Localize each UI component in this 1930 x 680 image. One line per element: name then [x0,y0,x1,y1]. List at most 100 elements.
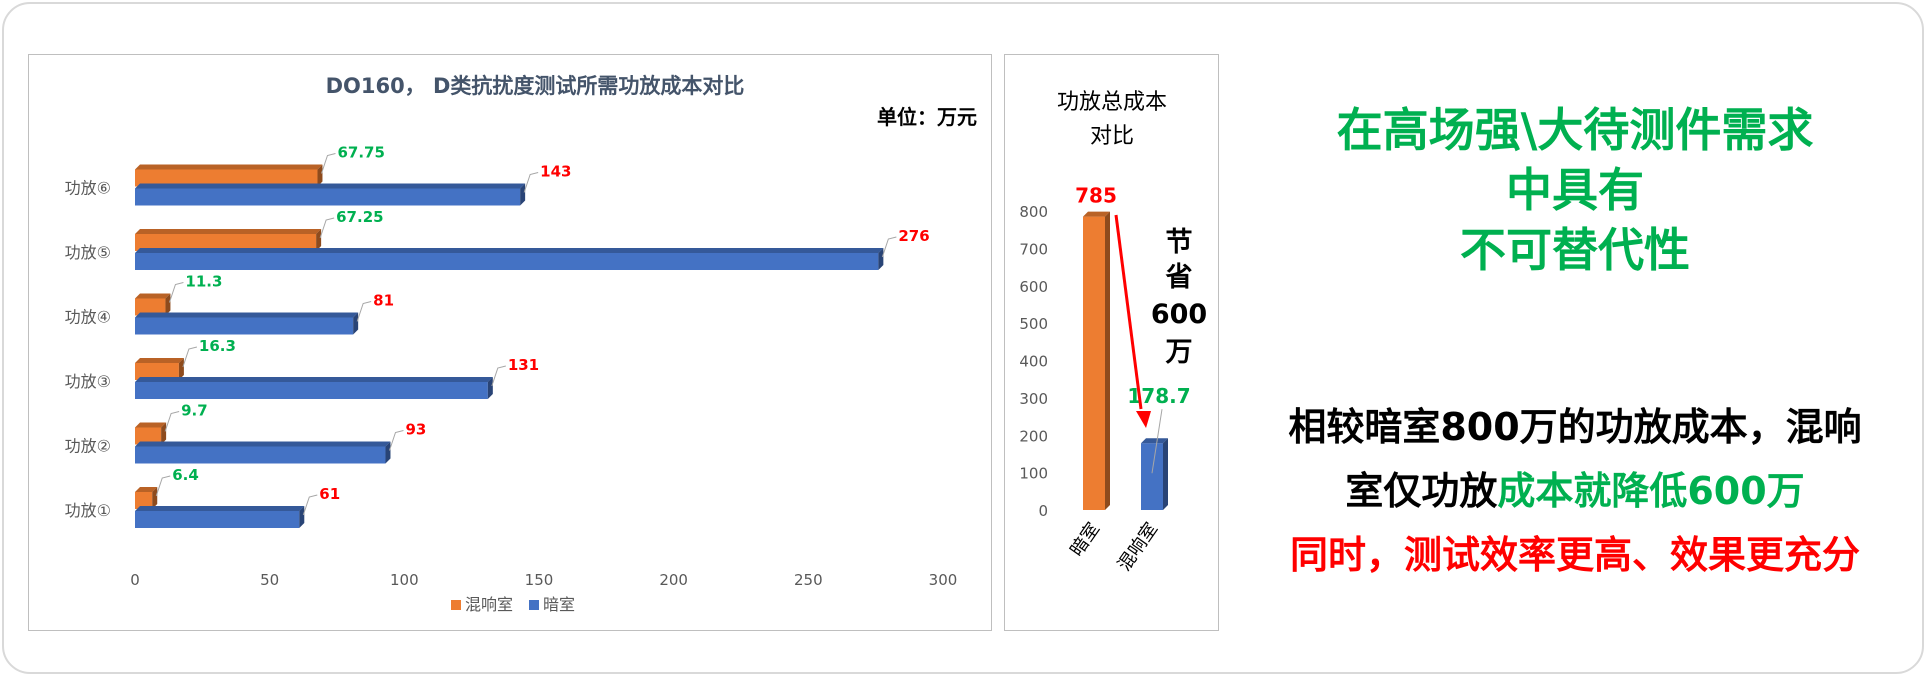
category-labels: 暗室 混响室 [1066,519,1162,575]
data-label-reverb: 9.7 [181,402,208,420]
summary-line-2: 室仅功放成本就降低600万 [1230,459,1920,523]
bar-side [1105,211,1110,510]
category-label: 功放④ [65,308,111,327]
leader-line-anechoic [302,494,318,516]
bar-reverb-top [135,358,184,363]
y-tick-label: 400 [1019,353,1048,371]
summary-line-2-black: 室仅功放 [1345,469,1498,513]
y-tick-label: 200 [1019,427,1048,445]
data-label-anechoic: 143 [540,163,571,181]
leader-line-anechoic [491,365,506,387]
data-label-anechoic: 93 [405,421,426,439]
bar-anechoic [135,506,305,528]
category-label: 功放① [65,501,111,520]
savings-annotation-line: 省 [1166,262,1193,293]
data-label-total: 785 [1075,184,1117,208]
bar-anechoic [135,312,359,335]
data-label-reverb: 67.25 [336,208,383,226]
y-tick-label: 500 [1019,315,1048,333]
bar-anechoic-face [135,511,300,528]
total-cost-bar-chart: 功放总成本 对比 0 100 200 300 400 500 600 700 800 785 17… [1004,54,1219,631]
data-labels: 6.4 61 9.7 93 16.3 131 11.3 81 67.25 276 67.75 143 [155,144,930,516]
y-tick-label: 800 [1019,203,1048,221]
bar-total-1 [1141,438,1168,510]
leader-line-reverb [164,411,180,432]
bar-face [1083,216,1105,510]
bar-reverb-face [135,234,317,251]
category-label: 功放③ [65,372,111,391]
bar-reverb-face [135,298,166,316]
leader-line-anechoic [523,172,539,193]
bar-reverb-side [152,487,158,509]
bar-reverb-side [161,422,167,445]
y-tick-label: 700 [1019,240,1048,258]
y-tick-label: 600 [1019,278,1048,296]
y-tick-label: 300 [1019,390,1048,408]
bar-reverb [135,487,158,509]
bar-reverb-face [135,492,153,509]
bar-top [1141,438,1168,444]
bar-anechoic-face [135,188,521,206]
x-tick-label: 0 [130,571,140,589]
category-label: 功放⑥ [65,179,111,198]
chart-title: DO160， D类抗扰度测试所需功放成本对比 [326,74,745,98]
bar-anechoic-side [385,441,391,464]
headline: 在高场强\大待测件需求 中具有 不可替代性 [1230,100,1920,280]
x-tick-label: 300 [929,571,958,589]
chart-title-line-2: 对比 [1090,124,1134,149]
bar-anechoic-face [135,317,354,335]
bar-reverb-top [135,422,167,428]
legend-label-reverb: 混响室 [465,595,513,614]
y-axis-ticks: 0 100 200 300 400 500 600 700 800 [1019,203,1048,520]
bar-anechoic-side [520,183,526,206]
legend-label-anechoic: 暗室 [543,595,575,614]
leader-line-reverb [320,153,336,174]
bar-reverb [135,358,184,380]
savings-annotation-line: 节 [1166,227,1193,258]
bar-reverb-top [135,164,323,170]
bar-face [1141,443,1163,510]
summary-text-panel: 在高场强\大待测件需求 中具有 不可替代性 相较暗室800万的功放成本，混响 室… [1230,90,1920,610]
bar-anechoic-top [135,248,884,253]
y-tick-label: 0 [1038,502,1048,520]
bar-reverb-face [135,427,162,445]
bar-reverb [135,229,322,251]
savings-annotation-line: 万 [1166,337,1193,368]
bar-anechoic-top [135,441,391,447]
bar-reverb-side [316,229,322,251]
bar-reverb-top [135,293,171,299]
headline-line-1: 在高场强\大待测件需求 [1336,103,1814,157]
bar-reverb-top [135,229,322,234]
data-label-reverb: 67.75 [337,144,384,162]
bar-reverb-face [135,169,318,187]
bar-anechoic [135,441,391,464]
leader-line-total [1151,409,1163,474]
x-tick-label: 100 [390,571,419,589]
bar-anechoic-side [878,248,884,270]
headline-line-3: 不可替代性 [1460,223,1690,277]
leader-line-reverb [319,217,335,239]
bar-anechoic [135,248,884,270]
bar-side [1163,438,1168,510]
category-label: 暗室 [1066,519,1104,561]
bar-anechoic-face [135,253,879,270]
data-label-anechoic: 131 [508,356,539,374]
unit-label: 单位：万元 [877,105,977,129]
savings-arrow-head [1136,411,1151,428]
bar-anechoic [135,183,526,206]
bar-anechoic-side [353,312,359,335]
leader-line-anechoic [881,236,897,258]
bar-anechoic-face [135,382,488,399]
x-tick-label: 250 [794,571,823,589]
headline-line-2: 中具有 [1506,163,1644,217]
legend: 混响室 暗室 [451,595,575,614]
savings-annotation-line: 600 [1151,299,1207,330]
summary-body: 相较暗室800万的功放成本，混响 室仅功放成本就降低600万 同时，测试效率更高… [1230,395,1920,587]
bar-reverb-side [165,293,171,316]
amplifier-cost-chart-canvas: DO160， D类抗扰度测试所需功放成本对比 单位：万元 6.4 61 9.7 93 1… [65,74,977,614]
x-axis-ticks: 0 50 100 150 200 250 300 [130,571,957,589]
x-tick-label: 150 [525,571,554,589]
amplifier-cost-bar-chart: DO160， D类抗扰度测试所需功放成本对比 单位：万元 6.4 61 9.7 93 1… [28,54,992,631]
bar-reverb-side [317,164,323,187]
